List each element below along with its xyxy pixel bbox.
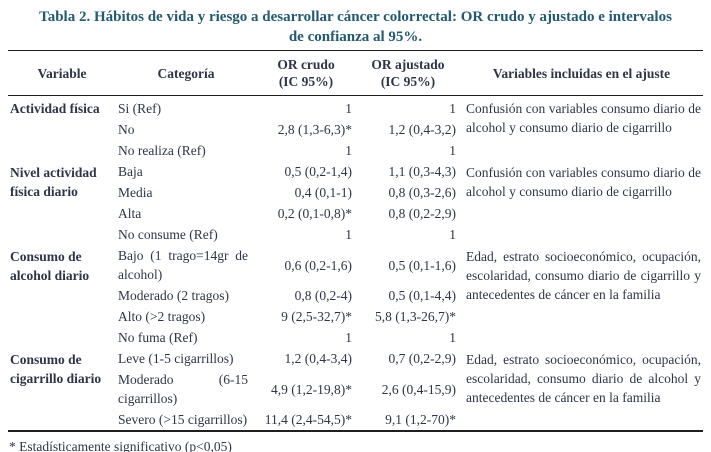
cell-ajuste-empty xyxy=(460,327,703,348)
cell-or-crudo: 0,5 (0,2-1,4) xyxy=(284,164,353,179)
cell-categoria: Alto (>2 tragos) xyxy=(118,309,206,324)
cell-categoria: Severo (>15 cigarrillos) xyxy=(118,412,248,427)
or-ajustado-label: OR ajustado xyxy=(371,57,445,72)
column-header-ajuste: Variables incluidas en el ajuste xyxy=(492,65,671,81)
table-row: Alta 0,2 (0,1-0,8)* 0,8 (0,2-2,9) xyxy=(8,203,703,224)
cell-or-ajustado: 0,5 (0,1-1,6) xyxy=(388,257,457,273)
table-row: No consume (Ref) 1 1 xyxy=(8,224,703,245)
or-crudo-ci-label: (IC 95%) xyxy=(278,74,334,89)
cell-or-crudo: 2,8 (1,3-6,3)* xyxy=(277,122,352,137)
column-header-categoria: Categoría xyxy=(157,65,215,81)
cell-or-ajustado: 0,8 (0,3-2,6) xyxy=(388,185,457,200)
table-row: Severo (>15 cigarrillos) 11,4 (2,4-54,5)… xyxy=(8,409,703,431)
cell-ajuste: Confusión con variables consumo diario d… xyxy=(466,165,701,199)
cell-categoria: Si (Ref) xyxy=(118,101,162,116)
cell-or-ajustado: 9,1 (1,2-70)* xyxy=(385,412,456,427)
cell-or-crudo: 0,8 (0,2-4) xyxy=(294,288,352,303)
cell-or-crudo: 0,2 (0,1-0,8)* xyxy=(277,206,352,221)
table-row: Media 0,4 (0,1-1) 0,8 (0,3-2,6) xyxy=(8,182,703,203)
cell-or-ajustado: 0,7 (0,2-2,9) xyxy=(388,351,457,366)
cell-ajuste: Edad, estrato socioeconómico, ocupación,… xyxy=(466,352,701,405)
cell-or-ajustado: 1,1 (0,3-4,3) xyxy=(388,164,457,179)
cell-or-ajustado: 0,5 (0,1-4,4) xyxy=(388,288,457,303)
table-row: No realiza (Ref) 1 1 xyxy=(8,140,703,161)
cell-or-crudo: 1 xyxy=(345,143,352,158)
cell-variable: Actividad física xyxy=(10,101,100,116)
cell-or-ajustado: 1 xyxy=(449,330,456,345)
table-row: No 2,8 (1,3-6,3)* 1,2 (0,4-3,2) xyxy=(8,119,703,140)
column-header-variable: Variable xyxy=(37,65,87,81)
cell-ajuste: Edad, estrato socioeconómico, ocupación,… xyxy=(466,249,701,302)
cell-categoria: No fuma (Ref) xyxy=(118,330,198,345)
cell-ajuste: Confusión con variables consumo diario d… xyxy=(466,101,701,135)
or-crudo-label: OR crudo xyxy=(277,57,335,72)
cell-or-crudo: 1,2 (0,4-3,4) xyxy=(284,351,353,366)
cell-variable: Consumo de cigarrillo diario xyxy=(10,352,102,386)
cell-categoria: Baja xyxy=(118,164,143,179)
cell-or-ajustado: 5,8 (1,3-26,7)* xyxy=(375,309,456,324)
cell-or-ajustado: 1 xyxy=(449,101,456,116)
cell-or-crudo: 0,4 (0,1-1) xyxy=(294,185,352,200)
cell-categoria: Moderado (6-15 cigarrillos) xyxy=(118,372,248,406)
cell-or-ajustado: 1 xyxy=(449,227,456,242)
cell-categoria: No realiza (Ref) xyxy=(118,143,206,158)
cell-or-crudo: 4,9 (1,2-19,8)* xyxy=(271,381,352,397)
cell-categoria: No xyxy=(118,122,135,137)
table-row: Consumo de cigarrillo diario Leve (1-5 c… xyxy=(8,348,703,405)
table-row: Moderado (2 tragos) 0,8 (0,2-4) 0,5 (0,1… xyxy=(8,285,703,306)
table-row: Alto (>2 tragos) 9 (2,5-32,7)* 5,8 (1,3-… xyxy=(8,306,703,327)
cell-variable-empty xyxy=(8,327,116,348)
results-table: Variable Categoría OR crudo (IC 95%) OR … xyxy=(8,50,703,432)
table-row: Moderado (6-15 cigarrillos) 4,9 (1,2-19,… xyxy=(8,369,703,409)
cell-or-crudo: 9 (2,5-32,7)* xyxy=(281,309,352,324)
cell-categoria: No consume (Ref) xyxy=(118,227,218,242)
cell-or-ajustado: 0,8 (0,2-2,9) xyxy=(388,206,457,221)
cell-or-ajustado: 1 xyxy=(449,143,456,158)
column-header-or-ajustado: OR ajustado (IC 95%) xyxy=(356,51,460,96)
table-row: Nivel actividad física diario Baja 0,5 (… xyxy=(8,161,703,199)
cell-categoria: Media xyxy=(118,185,153,200)
cell-categoria: Leve (1-5 cigarrillos) xyxy=(118,351,234,366)
cell-or-ajustado: 1,2 (0,4-3,2) xyxy=(388,122,457,137)
significance-footnote: * Estadísticamente significativo (p<0,05… xyxy=(9,439,232,452)
table-row: No fuma (Ref) 1 1 xyxy=(8,327,703,348)
cell-or-crudo: 1 xyxy=(345,101,352,116)
table-row: Actividad física Si (Ref) 1 1 Confusión … xyxy=(8,96,703,135)
header-row: Variable Categoría OR crudo (IC 95%) OR … xyxy=(8,51,703,96)
table-row: Consumo de alcohol diario Bajo (1 trago=… xyxy=(8,245,703,302)
cell-or-crudo: 1 xyxy=(345,227,352,242)
cell-or-crudo: 0,6 (0,2-1,6) xyxy=(284,257,353,273)
table-title: Tabla 2. Hábitos de vida y riesgo a desa… xyxy=(39,9,672,45)
cell-categoria: Alta xyxy=(118,206,142,221)
cell-variable: Consumo de alcohol diario xyxy=(10,249,90,283)
cell-categoria: Moderado (2 tragos) xyxy=(118,288,229,303)
cell-or-crudo: 1 xyxy=(345,330,352,345)
cell-categoria: Bajo (1 trago=14gr de alcohol) xyxy=(118,248,248,282)
cell-variable-empty xyxy=(8,224,116,245)
cell-ajuste-empty xyxy=(460,224,703,245)
or-ajustado-ci-label: (IC 95%) xyxy=(380,74,436,89)
column-header-or-crudo: OR crudo (IC 95%) xyxy=(256,51,356,96)
cell-variable: Nivel actividad física diario xyxy=(10,165,97,199)
cell-or-crudo: 11,4 (2,4-54,5)* xyxy=(264,412,352,427)
cell-or-ajustado: 2,6 (0,4-15,9) xyxy=(381,381,456,397)
